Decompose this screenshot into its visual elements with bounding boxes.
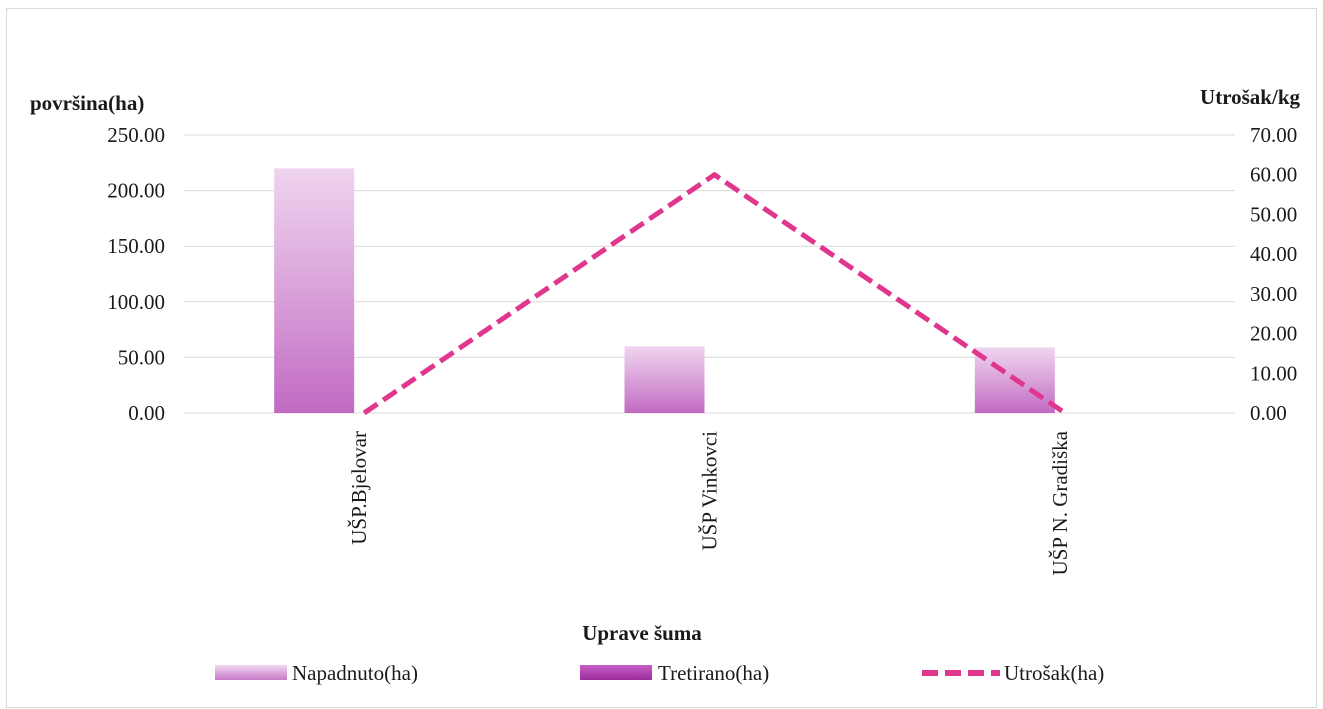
y2-tick-label: 30.00 <box>1250 282 1297 306</box>
axes: 0.00 50.00 100.00 150.00 200.00 250.00 0.00 10.… <box>107 123 1297 575</box>
bar-napadnuto <box>274 168 355 413</box>
y-tick-label: 0.00 <box>128 401 165 425</box>
chart-frame <box>6 8 1317 708</box>
y2-tick-label: 20.00 <box>1250 322 1297 346</box>
y-tick-label: 100.00 <box>107 290 165 314</box>
line-series <box>362 172 1067 416</box>
y2-tick-label: 60.00 <box>1250 163 1297 187</box>
legend-label-tretirano: Tretirano(ha) <box>658 661 769 685</box>
y2-tick-label: 10.00 <box>1250 361 1297 385</box>
legend-label-utrosak: Utrošak(ha) <box>1004 661 1104 685</box>
legend-label-napadnuto: Napadnuto(ha) <box>292 661 418 685</box>
x-tick-label-group: UŠP.Bjelovar <box>347 431 371 545</box>
y-tick-label: 200.00 <box>107 179 165 203</box>
line-utrosak <box>362 172 1067 416</box>
y-tick-label: 250.00 <box>107 123 165 147</box>
y2-axis-title: Utrošak/kg <box>1200 85 1300 109</box>
y2-tick-label: 50.00 <box>1250 202 1297 226</box>
bars <box>274 168 1055 413</box>
x-tick-label: UŠP Vinkovci <box>698 431 722 551</box>
x-tick-label-group: UŠP N. Gradiška <box>1048 430 1072 575</box>
x-tick-label: UŠP.Bjelovar <box>347 431 371 545</box>
x-tick-label: UŠP N. Gradiška <box>1048 430 1072 575</box>
y2-tick-label: 70.00 <box>1250 123 1297 147</box>
y2-tick-label: 40.00 <box>1250 242 1297 266</box>
legend: Napadnuto(ha) Tretirano(ha) Utrošak(ha) <box>215 661 1104 685</box>
y-axis-title: površina(ha) <box>30 91 144 115</box>
y-tick-label: 150.00 <box>107 234 165 258</box>
x-axis-title: Uprave šuma <box>582 621 702 645</box>
y2-tick-label: 0.00 <box>1250 401 1287 425</box>
legend-swatch-tretirano <box>580 665 652 680</box>
x-tick-label-group: UŠP Vinkovci <box>698 431 722 551</box>
y-tick-label: 50.00 <box>118 345 165 369</box>
gridlines <box>184 134 1235 414</box>
bar-napadnuto <box>624 346 705 413</box>
legend-swatch-napadnuto <box>215 665 287 680</box>
